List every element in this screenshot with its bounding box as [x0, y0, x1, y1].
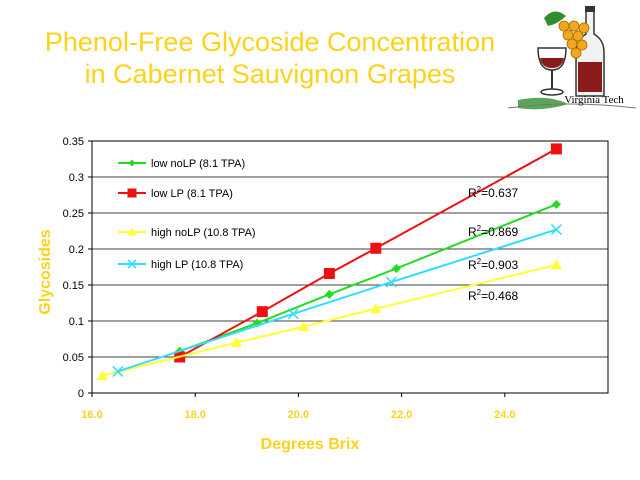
x-axis-label: Degrees Brix — [261, 436, 360, 453]
x-tick-label: 22.0 — [391, 409, 412, 421]
y-tick-label: 0.25 — [63, 208, 84, 220]
y-axis-label: Glycosides — [37, 229, 54, 314]
data-point — [323, 267, 335, 279]
y-tick-label: 0.3 — [69, 172, 84, 184]
series-layer — [96, 143, 562, 381]
x-tick-label: 18.0 — [184, 409, 205, 421]
page-title: Phenol-Free Glycoside Concentration in C… — [0, 26, 540, 90]
legend-item: low LP (8.1 TPA) — [118, 188, 233, 200]
data-point — [391, 263, 401, 273]
data-point — [127, 259, 137, 269]
data-point — [550, 143, 562, 155]
r-squared-label: R2=0.903 — [468, 257, 518, 272]
y-tick-label: 0.15 — [63, 280, 84, 292]
y-axis: 0 0.05 0.1 0.15 0.2 0.25 0.3 0.35 — [63, 136, 92, 400]
legend-label: high LP (10.8 TPA) — [151, 259, 243, 271]
r-squared-label: R2=0.869 — [468, 224, 518, 239]
data-point — [256, 306, 268, 318]
y-tick-label: 0.05 — [63, 352, 84, 364]
data-point — [551, 199, 561, 209]
r-squared-label: R2=0.637 — [468, 185, 518, 200]
data-point — [230, 337, 242, 347]
data-point — [112, 365, 124, 377]
data-point — [96, 370, 108, 381]
x-tick-label: 24.0 — [494, 409, 515, 421]
series-1 — [174, 143, 562, 363]
legend-item: high LP (10.8 TPA) — [118, 259, 243, 271]
legend-label: high noLP (10.8 TPA) — [151, 227, 256, 239]
y-tick-label: 0.1 — [69, 316, 84, 328]
data-point — [128, 159, 136, 167]
y-tick-label: 0.2 — [69, 244, 84, 256]
series-0 — [175, 199, 561, 356]
data-point — [324, 289, 334, 299]
legend-item: low noLP (8.1 TPA) — [118, 158, 245, 170]
series-line — [179, 148, 557, 358]
data-point — [127, 188, 137, 198]
title-line-2: in Cabernet Sauvignon Grapes — [84, 59, 456, 89]
plot-area — [91, 140, 609, 394]
logo-caption: Virginia Tech — [564, 94, 624, 106]
r-squared-annotations: R2=0.637 R2=0.869 R2=0.903 R2=0.468 — [468, 185, 518, 303]
series-2 — [96, 259, 562, 381]
data-point — [550, 259, 562, 270]
legend-label: low noLP (8.1 TPA) — [151, 158, 245, 170]
y-tick-label: 0 — [78, 388, 84, 400]
series-3 — [112, 223, 562, 377]
data-point — [127, 227, 137, 236]
data-point — [370, 242, 382, 254]
r-squared-label: R2=0.468 — [468, 288, 518, 303]
legend-label: low LP (8.1 TPA) — [151, 188, 233, 200]
data-point — [287, 308, 299, 320]
series-line — [117, 228, 557, 373]
legend-item: high noLP (10.8 TPA) — [118, 227, 256, 239]
legend: low noLP (8.1 TPA) low LP (8.1 TPA) high n… — [118, 158, 256, 271]
data-point — [370, 303, 382, 314]
data-point — [385, 276, 397, 288]
x-tick-label: 16.0 — [81, 409, 102, 421]
x-axis: 16.0 18.0 20.0 22.0 24.0 — [81, 393, 516, 421]
series-line — [102, 263, 557, 377]
grape-wine-logo-icon — [508, 6, 636, 110]
y-tick-label: 0.35 — [63, 136, 84, 148]
data-point — [550, 223, 562, 236]
title-line-1: Phenol-Free Glycoside Concentration — [44, 27, 496, 57]
data-point — [298, 321, 310, 332]
x-tick-label: 20.0 — [288, 409, 309, 421]
